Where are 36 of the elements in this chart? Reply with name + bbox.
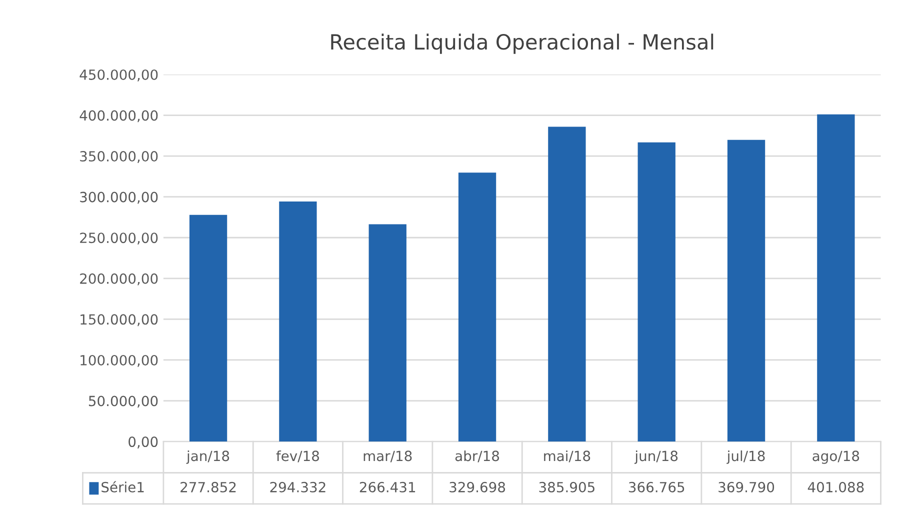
y-tick-label: 400.000,00 bbox=[80, 110, 158, 122]
y-tick-label: 100.000,00 bbox=[80, 354, 158, 367]
bar bbox=[638, 142, 676, 442]
x-tick-label: ago/18 bbox=[812, 450, 860, 464]
y-tick-label: 350.000,00 bbox=[80, 151, 158, 163]
chart-title: Receita Liquida Operacional - Mensal bbox=[331, 34, 714, 54]
x-tick-label: abr/18 bbox=[455, 450, 500, 462]
bar bbox=[548, 126, 586, 442]
y-tick-label: 200.000,00 bbox=[80, 273, 158, 286]
x-tick-label: fev/18 bbox=[276, 450, 319, 462]
data-label: 385.905 bbox=[539, 482, 594, 492]
bar bbox=[817, 114, 855, 442]
y-tick-label: 0,00 bbox=[128, 436, 158, 448]
bar bbox=[458, 172, 496, 442]
data-label: 366.765 bbox=[628, 482, 684, 492]
y-tick-label: 50.000,00 bbox=[88, 396, 158, 408]
y-tick-label: 250.000,00 bbox=[80, 232, 158, 245]
x-tick-label: jul/18 bbox=[726, 450, 765, 464]
x-tick-label: jan/18 bbox=[186, 450, 230, 464]
data-label: 401.088 bbox=[808, 482, 864, 492]
data-label: 294.332 bbox=[270, 482, 326, 492]
bar bbox=[727, 140, 766, 442]
legend-label: Série1 bbox=[102, 481, 144, 492]
x-tick-label: mar/18 bbox=[364, 450, 412, 462]
x-tick-label: mai/18 bbox=[544, 450, 590, 462]
y-tick-label: 300.000,00 bbox=[80, 192, 158, 204]
data-label: 329.698 bbox=[450, 482, 506, 492]
y-tick-label: 450.000,00 bbox=[80, 69, 158, 82]
data-label: 266.431 bbox=[360, 482, 416, 492]
data-label: 369.790 bbox=[718, 482, 774, 492]
bar bbox=[189, 214, 228, 442]
data-label: 277.852 bbox=[180, 482, 236, 492]
x-tick-label: jun/18 bbox=[634, 450, 678, 464]
y-tick-label: 150.000,00 bbox=[80, 314, 158, 326]
bar bbox=[368, 224, 406, 442]
bar bbox=[279, 201, 317, 442]
